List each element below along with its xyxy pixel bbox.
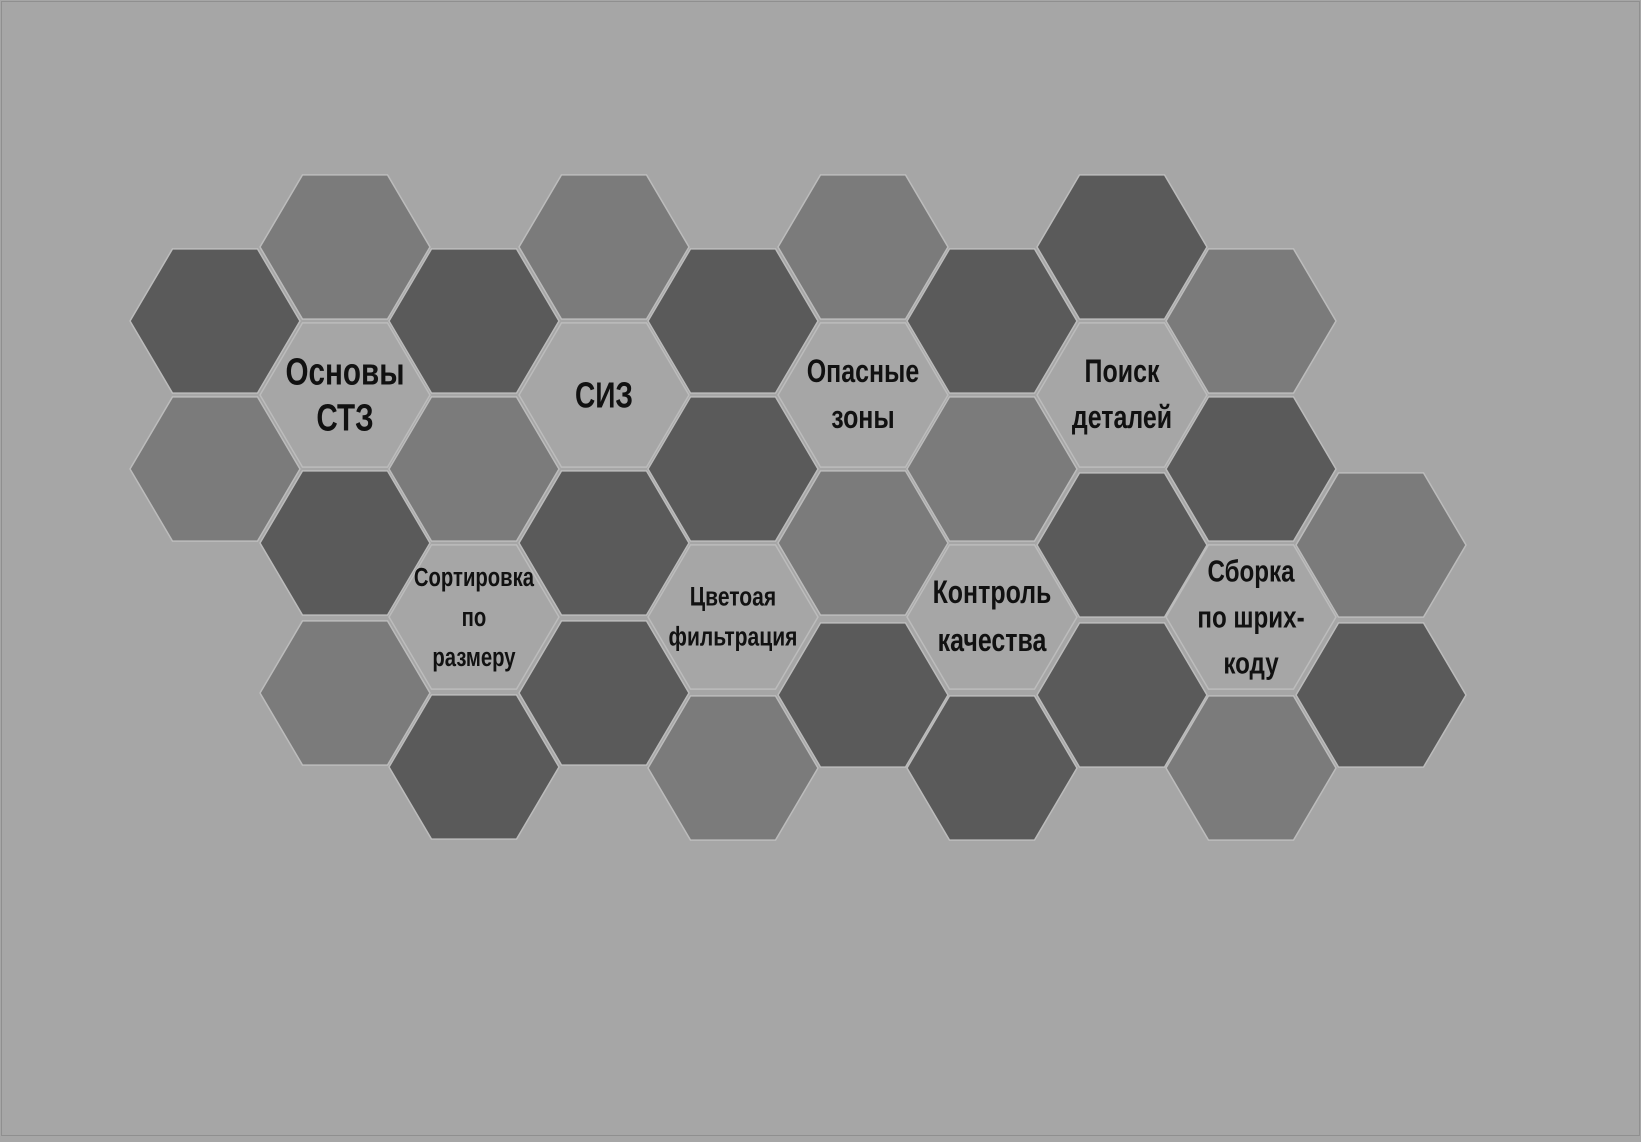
decorative-hexagon (518, 470, 690, 616)
topic-label-line: СИЗ (575, 375, 633, 415)
decorative-hexagon (777, 470, 949, 616)
topic-label-line: Основы (285, 351, 404, 393)
topic-label-line: Поиск (1085, 354, 1160, 390)
decorative-hexagon (1295, 472, 1467, 618)
topic-label-line: по шрих- (1197, 600, 1304, 635)
decorative-hexagon (1165, 695, 1337, 841)
topic-label-line: размеру (432, 643, 515, 672)
topic-label-line: деталей (1072, 400, 1172, 436)
decorative-hexagon (1036, 472, 1208, 618)
topic-hexagon-tsvetovaya-filtratsiya[interactable] (647, 544, 819, 690)
decorative-hexagon (906, 248, 1078, 394)
topic-hexagon-kontrol-kachestva[interactable] (906, 544, 1078, 690)
decorative-hexagon (1036, 622, 1208, 768)
topic-label-line: фильтрация (669, 622, 798, 652)
decorative-hexagon (518, 620, 690, 766)
decorative-hexagon (647, 695, 819, 841)
decorative-hexagon (259, 620, 431, 766)
topic-hexagon-osnovy-stz[interactable] (259, 322, 431, 468)
topic-label-line: зоны (831, 400, 894, 436)
decorative-hexagon (388, 694, 560, 840)
topic-hexagon-poisk-detalej[interactable] (1036, 322, 1208, 468)
decorative-hexagon (129, 396, 301, 542)
decorative-hexagon (1036, 174, 1208, 320)
decorative-hexagon (906, 396, 1078, 542)
topic-label-line: Контроль (933, 575, 1052, 611)
decorative-hexagon (259, 470, 431, 616)
decorative-hexagon (647, 396, 819, 542)
topic-hexagon-opasnye-zony[interactable] (777, 322, 949, 468)
decorative-hexagon (518, 174, 690, 320)
decorative-hexagon (777, 622, 949, 768)
topic-label-line: коду (1223, 646, 1279, 681)
decorative-hexagon (129, 248, 301, 394)
decorative-hexagon (647, 248, 819, 394)
decorative-hexagon (1295, 622, 1467, 768)
decorative-hexagon (906, 695, 1078, 841)
topic-label-line: СТЗ (316, 397, 373, 439)
decorative-hexagon (1165, 248, 1337, 394)
decorative-hexagon (388, 396, 560, 542)
topic-label-line: Сортировка (414, 563, 535, 592)
topic-label-line: Опасные (807, 354, 920, 390)
topic-label-line: качества (938, 623, 1048, 659)
topic-label-line: Цветоая (690, 582, 776, 612)
topic-label-line: Сборка (1207, 554, 1295, 589)
topic-hexagon-sborka-po-shtrikhkodu[interactable] (1165, 544, 1337, 690)
decorative-hexagon (777, 174, 949, 320)
decorative-hexagon (259, 174, 431, 320)
decorative-hexagon (388, 248, 560, 394)
topic-hexagon-siz[interactable] (518, 322, 690, 468)
decorative-hexagon (1165, 396, 1337, 542)
topic-hexagon-sortirovka[interactable] (388, 544, 560, 690)
topic-label-line: по (462, 603, 487, 632)
